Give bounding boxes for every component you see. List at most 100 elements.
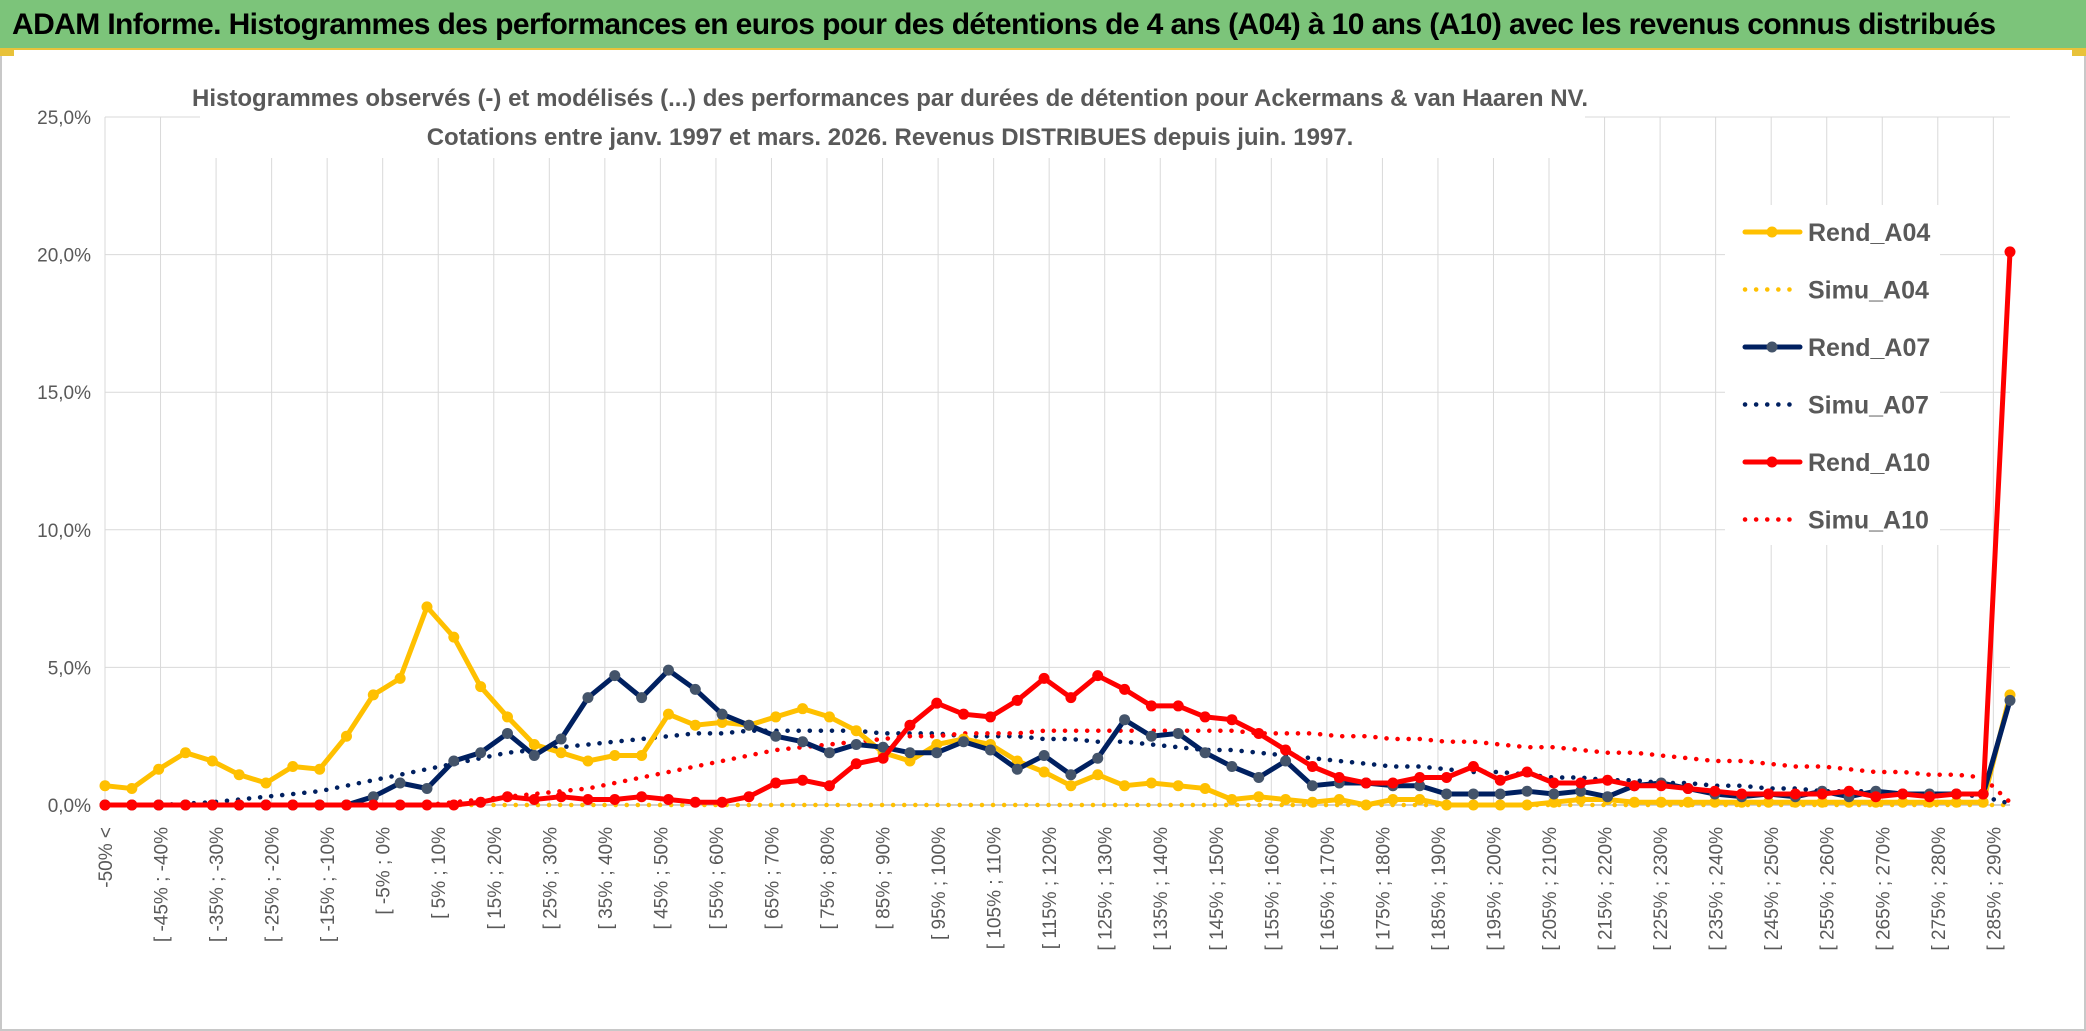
y-tick-label: 15,0% bbox=[37, 383, 91, 404]
data-point bbox=[475, 747, 487, 759]
x-tick-label: [ 185% ; 190% bbox=[1429, 827, 1450, 951]
x-tick-label: [ 145% ; 150% bbox=[1207, 827, 1228, 951]
data-point bbox=[689, 683, 701, 695]
data-point bbox=[1092, 769, 1104, 781]
x-tick-label: [ 45% ; 50% bbox=[651, 827, 672, 930]
data-point bbox=[394, 777, 406, 789]
data-point bbox=[179, 799, 191, 811]
data-point bbox=[1038, 749, 1050, 761]
x-tick-label: -50% < bbox=[96, 827, 117, 888]
data-point bbox=[797, 774, 809, 786]
data-point bbox=[823, 747, 835, 759]
y-tick-label: 0,0% bbox=[48, 796, 91, 817]
data-point bbox=[1763, 796, 1775, 808]
data-point bbox=[555, 791, 567, 803]
data-point bbox=[475, 681, 487, 693]
data-point bbox=[1763, 788, 1775, 800]
data-point bbox=[716, 716, 728, 728]
data-point bbox=[1682, 796, 1694, 808]
data-point bbox=[850, 758, 862, 770]
data-point bbox=[1172, 780, 1184, 792]
data-point bbox=[260, 799, 272, 811]
data-point bbox=[1494, 799, 1506, 811]
data-point bbox=[1414, 771, 1426, 783]
data-point bbox=[1709, 796, 1721, 808]
x-tick-label: [ 225% ; 230% bbox=[1651, 827, 1672, 951]
data-point bbox=[904, 755, 916, 767]
data-point bbox=[126, 782, 138, 794]
legend: Rend_A04 Simu_A04 Rend_A07 Simu_A07 Rend_A10… bbox=[1725, 205, 1940, 545]
x-tick-label: [ 115% ; 120% bbox=[1040, 827, 1061, 949]
data-point bbox=[1628, 796, 1640, 808]
data-point bbox=[367, 791, 379, 803]
data-point bbox=[1789, 788, 1801, 800]
data-point bbox=[823, 780, 835, 792]
data-point bbox=[421, 601, 433, 613]
data-point bbox=[1467, 788, 1479, 800]
data-point bbox=[1709, 785, 1721, 797]
data-point bbox=[850, 738, 862, 750]
x-tick-label: [ 275% ; 280% bbox=[1929, 827, 1950, 951]
data-point bbox=[823, 711, 835, 723]
data-point bbox=[1843, 785, 1855, 797]
corner-accent-right bbox=[2072, 50, 2086, 56]
data-point bbox=[1467, 760, 1479, 772]
data-point bbox=[797, 736, 809, 748]
data-point bbox=[2004, 694, 2016, 706]
data-point bbox=[850, 725, 862, 737]
data-point bbox=[1575, 785, 1587, 797]
data-point bbox=[501, 711, 513, 723]
x-tick-label: [ 265% ; 270% bbox=[1873, 827, 1894, 951]
data-point bbox=[1575, 777, 1587, 789]
data-point bbox=[1253, 791, 1265, 803]
data-point bbox=[689, 719, 701, 731]
data-point bbox=[743, 791, 755, 803]
x-tick-label: [ 105% ; 110% bbox=[985, 827, 1006, 949]
data-point bbox=[984, 744, 996, 756]
data-point bbox=[1441, 771, 1453, 783]
data-point bbox=[1280, 755, 1292, 767]
data-point bbox=[1387, 793, 1399, 805]
data-point bbox=[1548, 796, 1560, 808]
data-point bbox=[1011, 755, 1023, 767]
legend-marker bbox=[1766, 341, 1778, 353]
data-point bbox=[904, 719, 916, 731]
x-tick-label: [ 255% ; 260% bbox=[1818, 827, 1839, 951]
data-point bbox=[1897, 796, 1909, 808]
axes: 0,0% 5,0% 10,0% 15,0% 20,0% 25,0% -50% < [ -45%… bbox=[37, 108, 2010, 951]
data-point bbox=[421, 799, 433, 811]
data-point bbox=[314, 799, 326, 811]
data-point bbox=[1950, 788, 1962, 800]
data-point bbox=[1360, 799, 1372, 811]
data-point bbox=[206, 799, 218, 811]
x-tick-label: [ 165% ; 170% bbox=[1318, 827, 1339, 951]
data-point bbox=[931, 747, 943, 759]
x-tick-label: [ -5% ; 0% bbox=[374, 827, 395, 915]
data-point bbox=[1011, 763, 1023, 775]
data-point bbox=[1011, 694, 1023, 706]
data-point bbox=[1226, 760, 1238, 772]
data-point bbox=[609, 793, 621, 805]
data-point bbox=[555, 747, 567, 759]
data-point bbox=[716, 708, 728, 720]
x-tick-label: [ 15% ; 20% bbox=[485, 827, 506, 930]
data-point bbox=[1172, 700, 1184, 712]
x-tick-label: [ -35% ; -30% bbox=[207, 827, 228, 942]
x-tick-label: [ 285% ; 290% bbox=[1984, 827, 2005, 951]
legend-label: Simu_A07 bbox=[1808, 392, 1929, 420]
data-point bbox=[1092, 752, 1104, 764]
data-point bbox=[99, 799, 111, 811]
data-point bbox=[287, 799, 299, 811]
data-point bbox=[1548, 777, 1560, 789]
data-point bbox=[528, 749, 540, 761]
data-point bbox=[1038, 672, 1050, 684]
x-tick-label: [ 125% ; 130% bbox=[1096, 827, 1117, 951]
data-point bbox=[1414, 793, 1426, 805]
data-point bbox=[1602, 774, 1614, 786]
y-tick-label: 25,0% bbox=[37, 108, 91, 129]
data-point bbox=[1306, 780, 1318, 792]
legend-marker bbox=[1766, 456, 1778, 468]
data-point bbox=[1065, 780, 1077, 792]
data-point bbox=[1548, 788, 1560, 800]
